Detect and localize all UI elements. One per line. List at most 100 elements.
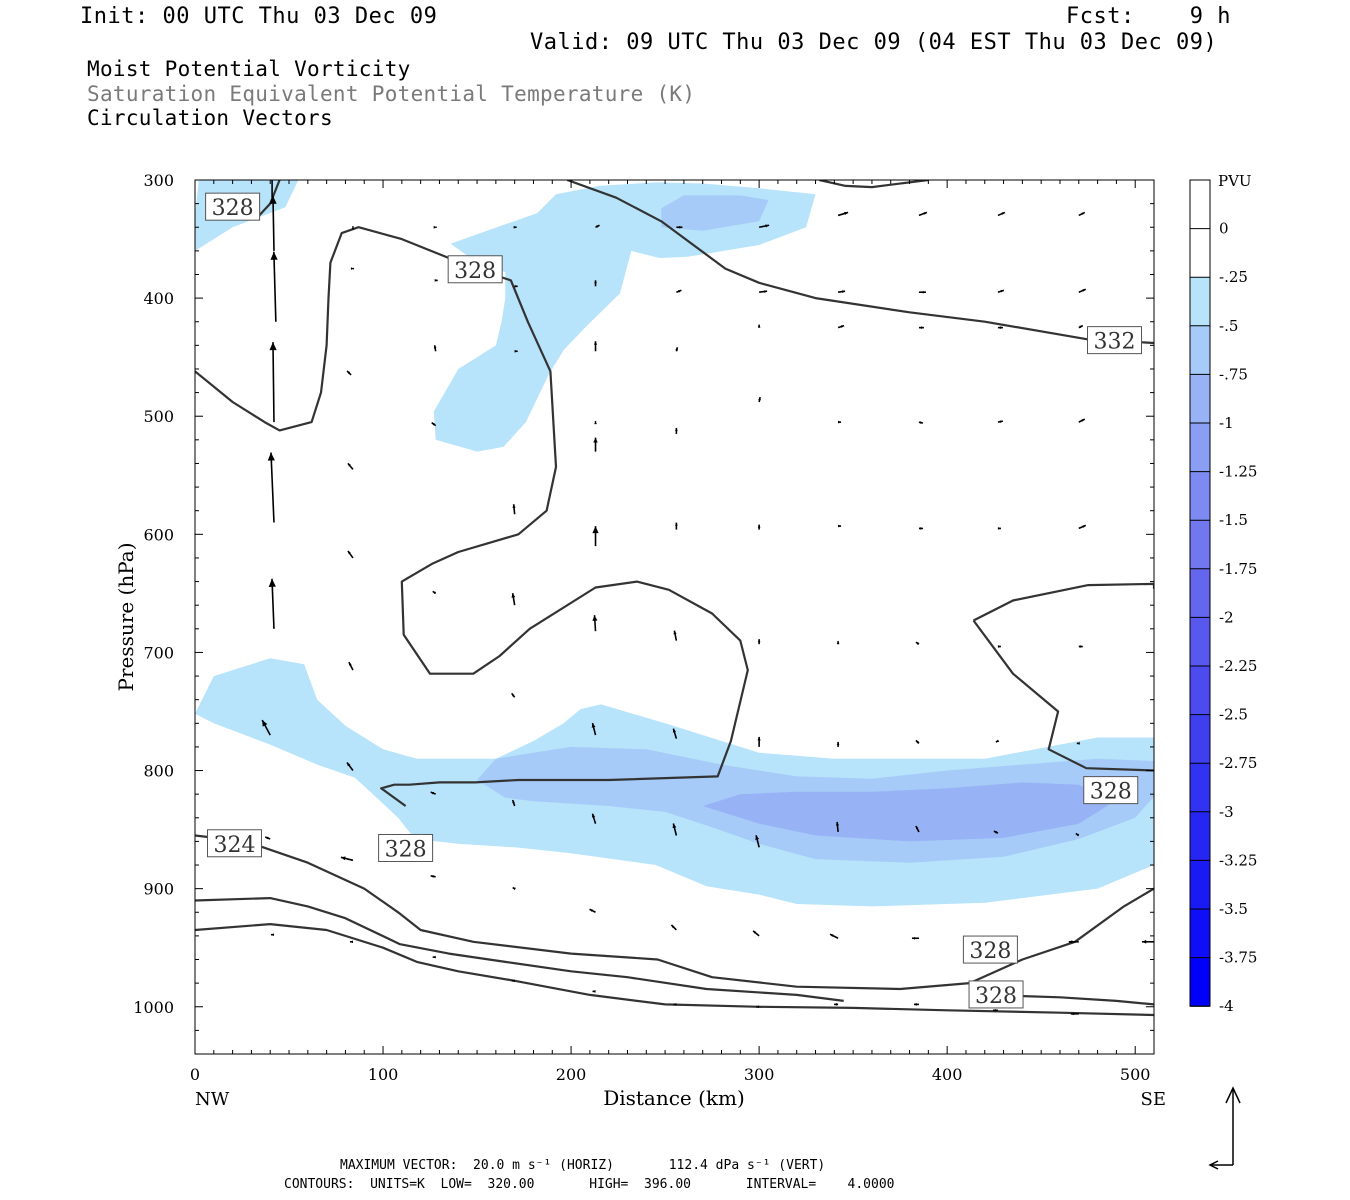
circulation-vector <box>1142 939 1154 944</box>
pv-region-5 <box>702 782 1117 842</box>
contour-label: 328 <box>378 833 434 862</box>
valid-time: Valid: 09 UTC Thu 03 Dec 09 (04 EST Thu … <box>530 30 1218 55</box>
circulation-vector <box>432 590 437 595</box>
circulation-vector <box>918 326 924 329</box>
colorbar-label: -2 <box>1219 608 1234 626</box>
circulation-vector <box>915 825 920 833</box>
x-tick-label: 500 <box>1120 1065 1151 1084</box>
colorbar-label: -3.5 <box>1219 900 1248 918</box>
circulation-vector <box>838 524 842 528</box>
circulation-vector <box>514 284 518 288</box>
circulation-vector <box>757 639 761 645</box>
colorbar-label: -3.25 <box>1219 851 1257 869</box>
circulation-vector <box>1076 742 1080 745</box>
y-tick-label: 500 <box>143 407 174 426</box>
colorbar-label: -4 <box>1219 997 1234 1015</box>
isentrope-8 <box>973 582 1154 622</box>
contour-label: 328 <box>447 255 503 284</box>
circulation-vector <box>268 578 276 629</box>
circulation-vector <box>758 396 761 403</box>
circulation-vector <box>432 955 436 959</box>
forecast-hour: Fcst: 9 h <box>1066 4 1231 29</box>
circulation-vector <box>997 289 1005 293</box>
circulation-vector <box>592 615 598 632</box>
colorbar-label: -.5 <box>1219 317 1238 335</box>
svg-text:328: 328 <box>975 984 1017 1009</box>
circulation-vector <box>836 641 840 645</box>
circulation-vector <box>340 856 354 862</box>
contour-label: 328 <box>1083 776 1139 805</box>
footer-max-vector: MAXIMUM VECTOR: 20.0 m s⁻¹ (HORIZ) 112.4… <box>340 1158 826 1173</box>
circulation-vector <box>757 324 761 328</box>
circulation-vector <box>997 645 1001 648</box>
circulation-vector <box>915 641 920 645</box>
colorbar-label: -1.5 <box>1219 511 1248 529</box>
footer-contours: CONTOURS: UNITS=K LOW= 320.00 HIGH= 396.… <box>284 1177 895 1192</box>
circulation-vector <box>918 421 924 424</box>
circulation-vector <box>433 345 437 352</box>
circulation-vector <box>913 1003 919 1006</box>
circulation-vector <box>512 886 516 891</box>
circulation-vector <box>911 936 919 940</box>
circulation-vector <box>514 349 518 353</box>
x-tick-label: 100 <box>368 1065 399 1084</box>
circulation-vector <box>918 211 928 217</box>
circulation-vector <box>270 251 278 322</box>
circulation-vector <box>348 661 354 671</box>
colorbar-swatch <box>1190 228 1210 278</box>
circulation-vector <box>594 280 597 287</box>
isentrope-6 <box>195 922 1154 1017</box>
circulation-vector <box>759 290 768 293</box>
circulation-vector <box>595 224 600 228</box>
isentrope-9 <box>972 619 1154 772</box>
isentrope-5 <box>195 896 844 1002</box>
circulation-vector <box>347 550 354 559</box>
colorbar-label: -.75 <box>1219 365 1248 383</box>
y-tick-label: 400 <box>143 289 174 308</box>
circulation-vector <box>264 836 271 840</box>
circulation-vector <box>591 722 597 736</box>
colorbar-label: -.25 <box>1219 268 1248 286</box>
circulation-vector <box>756 1005 760 1009</box>
colorbar-swatch <box>1190 568 1210 618</box>
circulation-vector <box>918 527 923 530</box>
x-axis-title: Distance (km) <box>603 1086 745 1110</box>
circulation-vector <box>673 630 678 641</box>
contour-label: 332 <box>1087 326 1143 355</box>
circulation-vector <box>1078 324 1084 329</box>
colorbar-swatch <box>1190 666 1210 715</box>
circulation-vector <box>1078 524 1087 530</box>
colorbar-swatch <box>1190 180 1210 229</box>
circulation-vector <box>676 225 683 229</box>
svg-text:328: 328 <box>385 837 427 862</box>
colorbar-swatch <box>1190 714 1210 764</box>
circulation-vector <box>269 195 277 251</box>
circulation-vector <box>757 524 761 530</box>
colorbar-swatch <box>1190 617 1210 666</box>
circulation-vector <box>430 791 436 795</box>
circulation-vector <box>675 427 678 434</box>
circulation-vector <box>1070 1012 1079 1016</box>
circulation-vector <box>997 527 1001 530</box>
circulation-vector <box>993 830 999 834</box>
colorbar-swatch <box>1190 520 1210 569</box>
colorbar-label: -3 <box>1219 803 1234 821</box>
colorbar-label: -1 <box>1219 414 1234 432</box>
circulation-vector <box>1078 211 1086 217</box>
contour-label: 328 <box>968 980 1024 1009</box>
y-tick-label: 700 <box>143 643 174 662</box>
y-tick-label: 800 <box>143 762 174 781</box>
reference-vector <box>1208 1086 1241 1170</box>
svg-text:332: 332 <box>1094 330 1136 355</box>
x-end-label-right: SE <box>1141 1089 1166 1110</box>
x-tick-label: 300 <box>744 1065 775 1084</box>
circulation-vector <box>676 289 682 293</box>
circulation-vector <box>349 940 353 944</box>
circulation-vector <box>672 823 678 836</box>
circulation-vector <box>594 421 597 425</box>
circulation-vector <box>672 728 678 739</box>
circulation-vector <box>757 736 761 747</box>
circulation-vector <box>755 835 760 848</box>
circulation-vector <box>837 324 845 329</box>
